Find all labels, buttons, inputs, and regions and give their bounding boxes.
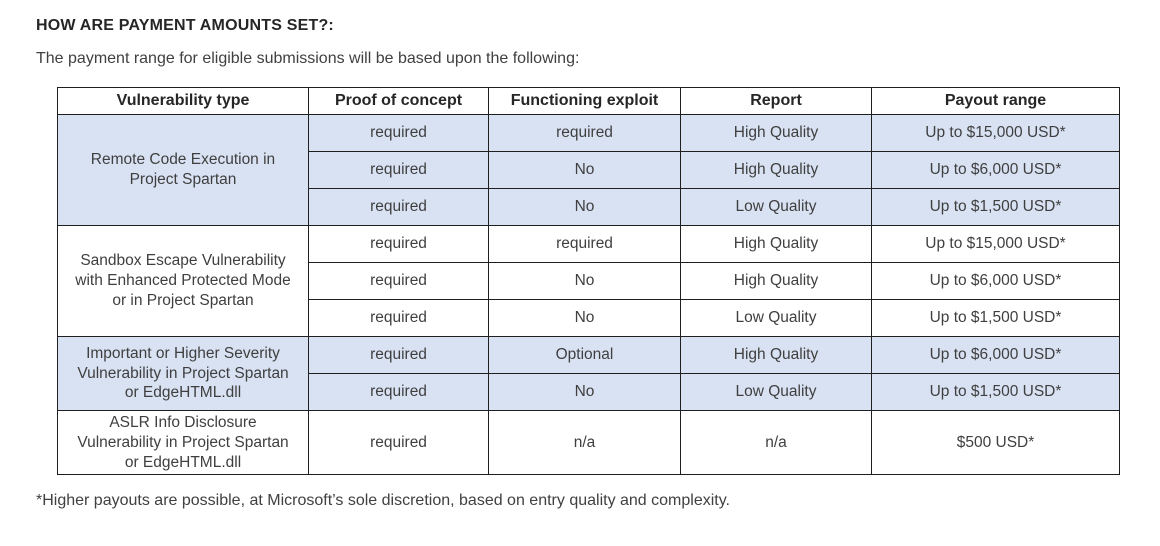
report-cell: n/a	[680, 409, 872, 476]
table-row: Sandbox Escape Vulnerability with Enhanc…	[57, 225, 1120, 337]
report-cell: High Quality	[680, 262, 872, 300]
proof-of-concept-cell: required	[308, 151, 489, 189]
proof-of-concept-cell: required	[308, 299, 489, 337]
functioning-exploit-cell: No	[488, 373, 681, 411]
report-cell: High Quality	[680, 225, 872, 263]
report-cell: High Quality	[680, 336, 872, 374]
vulnerability-type-cell: Sandbox Escape Vulnerability with Enhanc…	[57, 225, 309, 337]
payout-cell: Up to $6,000 USD*	[871, 336, 1120, 374]
payout-table: Vulnerability type Proof of concept Functi…	[57, 87, 1120, 476]
column-header: Vulnerability type	[57, 87, 309, 115]
payout-cell: Up to $15,000 USD*	[871, 225, 1120, 263]
table-row: required No High Quality Up to $6,000 USD*	[58, 151, 1120, 189]
table-row: required No Low Quality Up to $1,500 USD*	[58, 299, 1120, 337]
functioning-exploit-cell: required	[488, 114, 681, 152]
table-row: Important or Higher Severity Vulnerabili…	[57, 336, 1120, 411]
proof-of-concept-cell: required	[308, 373, 489, 411]
payout-cell: Up to $6,000 USD*	[871, 262, 1120, 300]
proof-of-concept-cell: required	[308, 336, 489, 374]
payout-table-header: Vulnerability type Proof of concept Functi…	[57, 87, 1120, 115]
table-row: required No High Quality Up to $6,000 USD*	[58, 262, 1120, 300]
proof-of-concept-cell: required	[308, 409, 489, 476]
column-header: Functioning exploit	[488, 87, 681, 115]
payout-table-body: Remote Code Execution in Project Spartan…	[57, 114, 1120, 476]
proof-of-concept-cell: required	[308, 114, 489, 152]
report-cell: Low Quality	[680, 299, 872, 337]
page: HOW ARE PAYMENT AMOUNTS SET?: The paymen…	[36, 17, 1120, 510]
vulnerability-type-cell: Remote Code Execution in Project Spartan	[57, 114, 309, 226]
report-cell: High Quality	[680, 151, 872, 189]
functioning-exploit-cell: No	[488, 188, 681, 226]
proof-of-concept-cell: required	[308, 188, 489, 226]
column-header: Proof of concept	[308, 87, 489, 115]
functioning-exploit-cell: required	[488, 225, 681, 263]
table-row: ASLR Info Disclosure Vulnerability in Pr…	[57, 409, 1120, 476]
column-header: Payout range	[871, 87, 1120, 115]
vulnerability-type-cell: ASLR Info Disclosure Vulnerability in Pr…	[57, 409, 309, 476]
payout-cell: Up to $6,000 USD*	[871, 151, 1120, 189]
functioning-exploit-cell: No	[488, 262, 681, 300]
report-cell: High Quality	[680, 114, 872, 152]
column-header: Report	[680, 87, 872, 115]
table-row: required No Low Quality Up to $1,500 USD*	[58, 188, 1120, 226]
table-row: required No Low Quality Up to $1,500 USD*	[58, 373, 1120, 411]
payout-cell: Up to $1,500 USD*	[871, 188, 1120, 226]
functioning-exploit-cell: n/a	[488, 409, 681, 476]
intro-text: The payment range for eligible submissio…	[36, 50, 580, 67]
header-row: Vulnerability type Proof of concept Functi…	[57, 87, 1120, 115]
proof-of-concept-cell: required	[308, 262, 489, 300]
payout-cell: Up to $15,000 USD*	[871, 114, 1120, 152]
page-title: HOW ARE PAYMENT AMOUNTS SET?:	[36, 17, 334, 34]
proof-of-concept-cell: required	[308, 225, 489, 263]
footnote: *Higher payouts are possible, at Microso…	[36, 492, 730, 510]
table-row: Remote Code Execution in Project Spartan…	[57, 114, 1120, 226]
functioning-exploit-cell: No	[488, 151, 681, 189]
functioning-exploit-cell: No	[488, 299, 681, 337]
report-cell: Low Quality	[680, 373, 872, 411]
payout-cell: Up to $1,500 USD*	[871, 299, 1120, 337]
vulnerability-type-cell: Important or Higher Severity Vulnerabili…	[57, 336, 309, 411]
functioning-exploit-cell: Optional	[488, 336, 681, 374]
payout-cell: Up to $1,500 USD*	[871, 373, 1120, 411]
report-cell: Low Quality	[680, 188, 872, 226]
payout-cell: $500 USD*	[871, 409, 1120, 476]
